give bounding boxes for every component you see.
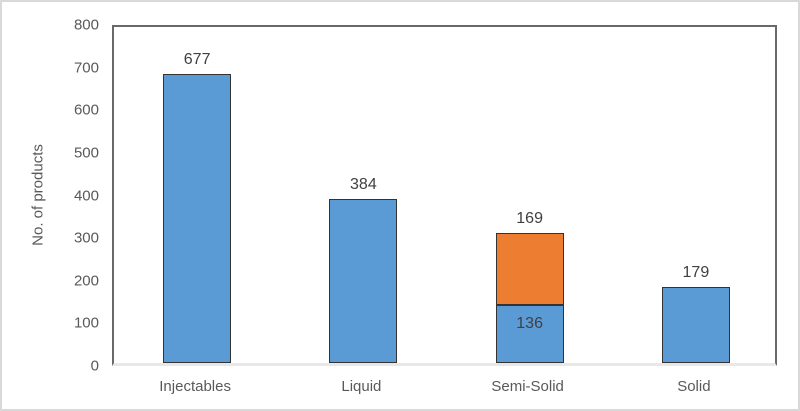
bar-segment-base-segment (495, 305, 564, 363)
plot-area: 677 384 136 169 179 (112, 25, 777, 366)
data-label-above: 677 (183, 51, 211, 69)
data-label-above: 179 (682, 263, 710, 281)
y-tick-label: 600 (73, 101, 99, 119)
y-tick-label: 800 (73, 16, 99, 34)
bar-liquid: 384 (329, 22, 398, 363)
x-category-label: Injectables (159, 378, 231, 395)
bar-segment-base-segment (163, 74, 232, 363)
bar-segment-base-segment (661, 286, 730, 363)
y-tick-label: 200 (73, 272, 99, 290)
bar-segment-base-segment (329, 199, 398, 363)
data-label-above: 169 (516, 210, 543, 227)
bar-semi-solid: 136 169 (495, 22, 564, 363)
x-category-label: Liquid (341, 378, 382, 395)
data-label-above: 384 (350, 176, 377, 194)
y-tick-label: 100 (73, 314, 99, 332)
y-tick-label: 300 (73, 229, 99, 247)
x-category-label: Semi-Solid (491, 378, 564, 395)
bar-injectables: 677 (163, 22, 232, 363)
y-tick-label: 500 (73, 144, 99, 162)
x-category-label: Solid (677, 378, 711, 395)
y-tick-label: 700 (73, 59, 99, 77)
bar-solid: 179 (661, 22, 730, 363)
data-label-inside: 136 (516, 315, 543, 333)
bar-segment-upper-segment (495, 233, 564, 306)
y-tick-label: 0 (90, 357, 99, 375)
y-tick-label: 400 (73, 187, 99, 204)
